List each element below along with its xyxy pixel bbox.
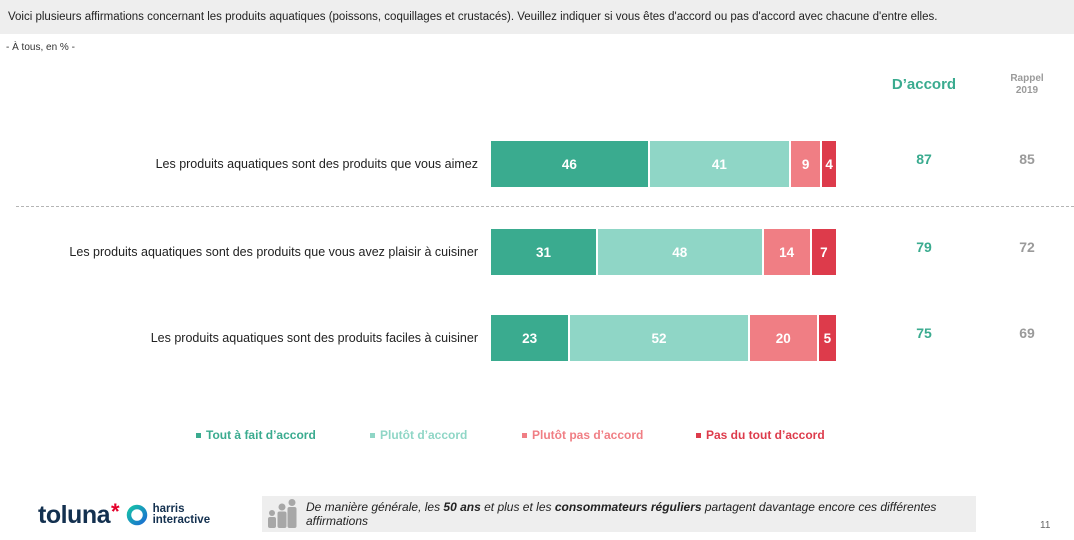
bar-value-label: 7 [820,244,828,260]
bar-segment: 4 [822,141,836,187]
legend-square-icon [696,432,701,438]
bar-value-label: 48 [672,244,688,260]
bar-segment: 23 [491,315,571,361]
rappel-2019-value: 69 [1019,325,1035,341]
legend-label: Tout à fait d’accord [206,428,316,442]
legend-square-icon [370,432,375,438]
question-banner: Voici plusieurs affirmations concernant … [0,0,1074,34]
callout-segment: et plus et les [480,500,555,514]
bar-segment: 48 [597,229,764,275]
legend-label: Plutôt d’accord [380,428,468,442]
legend-label: Pas du tout d’accord [706,428,825,442]
people-group-icon [268,499,297,528]
insight-callout: De manière générale, les 50 ans et plus … [262,496,976,532]
bar-value-label: 46 [561,156,577,172]
legend-label: Plutôt pas d’accord [532,428,644,442]
base-note: - À tous, en % - [6,42,75,53]
bar-value-label: 4 [825,156,833,172]
page-number: 11 [1040,520,1051,531]
callout-emphasis: consommateurs réguliers [554,500,702,514]
bar-value-label: 20 [775,330,791,346]
rappel-header-line2: 2019 [1015,85,1039,96]
bar-value-label: 41 [711,156,727,172]
bar-value-label: 31 [535,244,551,260]
callout-segment: partagent davantage encore ces différent… [306,500,937,528]
agree-total-value: 75 [916,325,932,341]
row-label: Les produits aquatiques sont des produit… [69,245,478,259]
question-text: Voici plusieurs affirmations concernant … [8,11,938,23]
chart-legend: Tout à fait d’accord Plutôt d’accord Plutô… [0,428,1074,444]
bar-segment: 5 [818,315,836,361]
rappel-2019-value: 72 [1019,239,1035,255]
rappel-column-header: Rappel 2019 [996,73,1058,97]
logo-harris-text: harris interactive [152,503,211,526]
bar-row: 31 48 14 7 [491,229,836,275]
bar-value-label: 23 [522,330,538,346]
ring-logo-icon [126,504,147,526]
legend-square-icon [522,432,527,438]
bar-value-label: 52 [651,330,667,346]
callout-text: De manière générale, les 50 ans et plus … [300,500,976,528]
legend-item: Tout à fait d’accord [196,428,316,442]
bar-row: 23 52 20 5 [491,315,836,361]
bar-row: 46 41 9 4 [491,141,836,187]
callout-emphasis: 50 ans [443,500,481,514]
agree-total-value: 79 [916,239,932,255]
bar-segment: 41 [649,141,792,187]
rappel-2019-value: 85 [1019,151,1035,167]
row-label: Les produits aquatiques sont des produit… [155,157,478,171]
bar-segment: 7 [811,229,836,275]
bar-segment: 14 [763,229,812,275]
row-label: Les produits aquatiques sont des produit… [150,331,478,345]
bar-value-label: 14 [779,244,795,260]
rappel-header-line1: Rappel [1010,73,1044,84]
row-divider [16,206,1074,207]
legend-item: Pas du tout d’accord [696,428,825,442]
bar-value-label: 9 [801,156,810,172]
bar-segment: 52 [570,315,750,361]
toluna-harris-logo: toluna * harris interactive [38,499,211,530]
bar-segment: 46 [491,141,650,187]
logo-harris-line1: harris [152,503,185,515]
bar-segment: 9 [791,141,823,187]
asterisk-icon: * [111,499,120,524]
legend-item: Plutôt pas d’accord [522,428,643,442]
bar-segment: 20 [749,315,819,361]
bar-segment: 31 [491,229,598,275]
bar-value-label: 5 [823,330,832,346]
agree-column-header: D’accord [891,76,957,93]
agree-total-value: 87 [916,151,932,167]
legend-item: Plutôt d’accord [370,428,467,442]
legend-square-icon [196,432,201,438]
logo-harris-line2: interactive [152,514,211,526]
callout-segment: De manière générale, les [306,500,444,514]
logo-toluna-text: toluna [38,500,111,529]
